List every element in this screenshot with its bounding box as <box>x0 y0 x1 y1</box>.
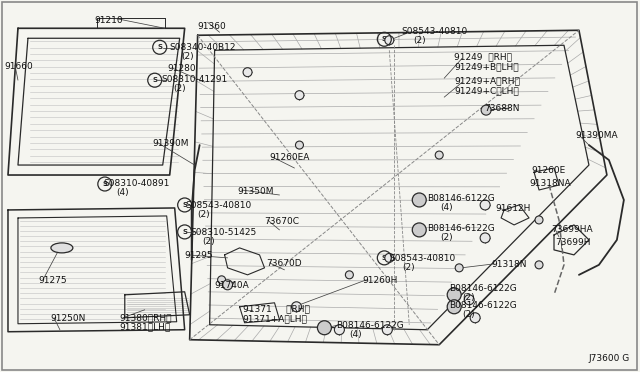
Circle shape <box>412 193 426 207</box>
Text: S: S <box>382 255 387 261</box>
Text: S: S <box>182 229 187 235</box>
Circle shape <box>317 321 332 335</box>
Circle shape <box>218 276 225 284</box>
Text: S: S <box>102 181 108 187</box>
Text: (4): (4) <box>440 203 453 212</box>
Circle shape <box>412 223 426 237</box>
Text: (2): (2) <box>413 36 426 45</box>
Text: B: B <box>417 227 422 233</box>
Text: 91260EA: 91260EA <box>269 153 310 162</box>
Text: B: B <box>452 304 457 310</box>
Text: 91275: 91275 <box>38 276 67 285</box>
Text: B08146-6122G: B08146-6122G <box>449 301 517 310</box>
Text: (2): (2) <box>462 293 475 302</box>
Text: 91260E: 91260E <box>531 166 565 175</box>
Text: (4): (4) <box>349 330 362 339</box>
Text: 73688N: 73688N <box>484 104 520 113</box>
Text: (2): (2) <box>440 233 453 242</box>
Text: 91381〈LH〉: 91381〈LH〉 <box>120 323 171 332</box>
Text: S: S <box>152 77 157 83</box>
Circle shape <box>455 264 463 272</box>
Text: (2): (2) <box>462 310 475 319</box>
Text: 91250N: 91250N <box>50 314 85 323</box>
Text: (2): (2) <box>182 52 195 61</box>
Text: 91249+A〈RH〉: 91249+A〈RH〉 <box>454 76 520 85</box>
Text: S08543-40810: S08543-40810 <box>186 201 252 210</box>
Text: (4): (4) <box>116 188 129 197</box>
Text: 73699HA: 73699HA <box>551 225 593 234</box>
Text: 91371     〈RH〉: 91371 〈RH〉 <box>243 305 309 314</box>
Text: 91740A: 91740A <box>214 281 250 290</box>
Circle shape <box>480 200 490 210</box>
Text: 91390MA: 91390MA <box>575 131 618 140</box>
Text: S08543-40810: S08543-40810 <box>401 27 468 36</box>
Circle shape <box>435 151 444 159</box>
Circle shape <box>382 325 392 335</box>
Text: S08310-40891: S08310-40891 <box>104 179 170 188</box>
Text: S08310-41291: S08310-41291 <box>162 75 228 84</box>
Text: S: S <box>182 202 187 208</box>
Text: B: B <box>417 197 422 203</box>
Circle shape <box>447 288 461 302</box>
Text: S: S <box>382 36 387 42</box>
Text: 91380〈RH〉: 91380〈RH〉 <box>120 314 172 323</box>
Text: B: B <box>322 325 327 331</box>
Text: 91612H: 91612H <box>495 204 531 213</box>
Text: 91210: 91210 <box>95 16 124 25</box>
Circle shape <box>243 68 252 77</box>
Circle shape <box>346 271 353 279</box>
Text: 91360: 91360 <box>198 22 227 31</box>
Text: S08310-51425: S08310-51425 <box>191 228 257 237</box>
Text: S08543-40810: S08543-40810 <box>389 254 456 263</box>
Text: 91390M: 91390M <box>153 139 189 148</box>
Text: 91249+B〈LH〉: 91249+B〈LH〉 <box>454 62 519 71</box>
Text: 91660: 91660 <box>4 62 33 71</box>
Text: 73699H: 73699H <box>555 238 591 247</box>
Text: B08146-6122G: B08146-6122G <box>428 224 495 233</box>
Circle shape <box>464 295 474 305</box>
Circle shape <box>535 261 543 269</box>
Text: B08146-6122G: B08146-6122G <box>337 321 404 330</box>
Circle shape <box>480 233 490 243</box>
Ellipse shape <box>51 243 73 253</box>
Text: (2): (2) <box>203 237 215 246</box>
Text: 91260H: 91260H <box>362 276 397 285</box>
Circle shape <box>447 300 461 314</box>
Circle shape <box>296 141 303 149</box>
Circle shape <box>223 280 232 290</box>
Text: S: S <box>157 44 162 50</box>
Circle shape <box>334 325 344 335</box>
Circle shape <box>385 253 394 262</box>
Text: 91249+C〈LH〉: 91249+C〈LH〉 <box>454 86 519 95</box>
Text: J73600 G: J73600 G <box>589 354 630 363</box>
Text: B08146-6122G: B08146-6122G <box>428 194 495 203</box>
Circle shape <box>291 302 301 312</box>
Text: (2): (2) <box>173 84 186 93</box>
Text: (2): (2) <box>198 210 211 219</box>
Text: 91280: 91280 <box>168 64 196 73</box>
Text: 91318N: 91318N <box>491 260 527 269</box>
Text: 91318NA: 91318NA <box>529 179 571 188</box>
Text: S08340-40B12: S08340-40B12 <box>170 43 236 52</box>
Text: 91295: 91295 <box>185 251 213 260</box>
Text: B08146-6122G: B08146-6122G <box>449 284 517 293</box>
Text: (2): (2) <box>403 263 415 272</box>
Text: B: B <box>452 292 457 298</box>
Circle shape <box>470 313 480 323</box>
Text: 91249  〈RH〉: 91249 〈RH〉 <box>454 52 512 61</box>
Circle shape <box>385 36 394 45</box>
Text: 91350M: 91350M <box>237 187 274 196</box>
Text: 91371+A〈LH〉: 91371+A〈LH〉 <box>243 315 307 324</box>
Circle shape <box>535 216 543 224</box>
Text: 73670C: 73670C <box>264 217 300 226</box>
Text: 73670D: 73670D <box>266 259 302 268</box>
Circle shape <box>481 105 491 115</box>
Circle shape <box>295 91 304 100</box>
